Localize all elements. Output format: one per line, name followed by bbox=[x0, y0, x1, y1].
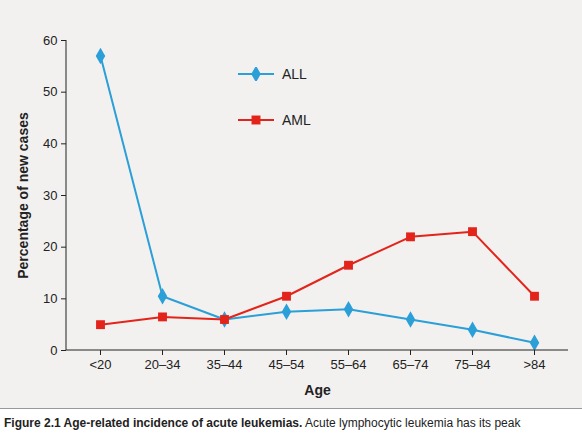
svg-text:30: 30 bbox=[43, 188, 57, 203]
svg-text:Percentage of new cases: Percentage of new cases bbox=[15, 112, 31, 279]
svg-text:40: 40 bbox=[43, 136, 57, 151]
svg-text:10: 10 bbox=[43, 291, 57, 306]
svg-text:65–74: 65–74 bbox=[392, 357, 428, 372]
svg-text:<20: <20 bbox=[89, 357, 111, 372]
svg-text:50: 50 bbox=[43, 84, 57, 99]
svg-text:>84: >84 bbox=[523, 357, 545, 372]
svg-text:35–44: 35–44 bbox=[206, 357, 242, 372]
svg-text:20–34: 20–34 bbox=[144, 357, 180, 372]
svg-text:20: 20 bbox=[43, 239, 57, 254]
svg-text:60: 60 bbox=[43, 33, 57, 48]
html-text:ALL: ALL bbox=[282, 66, 307, 82]
svg-text:55–64: 55–64 bbox=[330, 357, 366, 372]
svg-text:Age: Age bbox=[304, 382, 331, 398]
html-text:AML: AML bbox=[282, 112, 311, 128]
svg-text:75–84: 75–84 bbox=[454, 357, 490, 372]
svg-text:0: 0 bbox=[50, 343, 57, 358]
svg-text:45–54: 45–54 bbox=[268, 357, 304, 372]
html-text:Figure 2.1 Age-related inciden: Figure 2.1 Age-related incidence of acut… bbox=[4, 416, 521, 430]
